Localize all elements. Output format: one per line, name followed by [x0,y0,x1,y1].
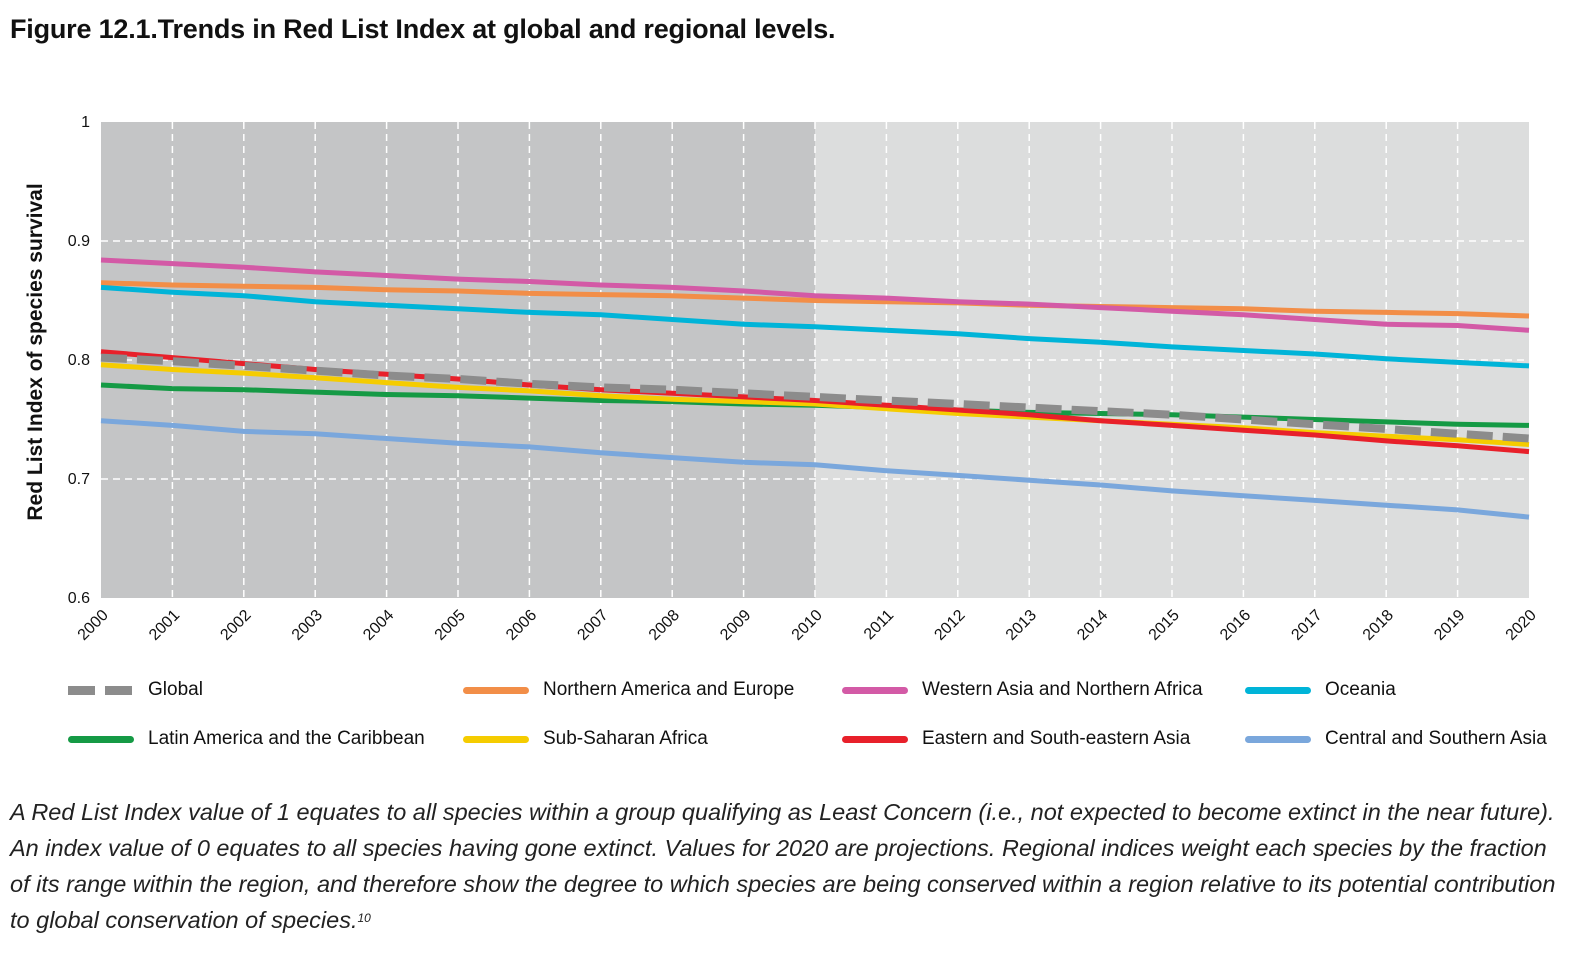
x-tick-label: 2013 [1003,607,1040,644]
x-tick-label: 2003 [289,607,326,644]
x-tick-label: 2007 [574,607,611,644]
legend-swatch-central-southern-asia [1245,735,1311,743]
y-tick-label: 0.9 [68,233,90,250]
legend-label: Oceania [1325,679,1396,700]
legend-item-central-southern-asia: Central and Southern Asia [1245,723,1547,755]
series-line-northern-america-and-europe [100,280,1530,319]
legend-swatch-global [68,685,134,695]
line-chart: 0.60.70.80.91 2000 2001 2002 2003 2004 2005 20… [24,114,1540,644]
x-tick-label: 2010 [789,607,826,644]
x-tick-label: 2015 [1146,607,1183,644]
x-tick-label: 2019 [1431,607,1468,644]
y-tick-label: 0.8 [68,352,90,369]
x-tick-label: 2008 [646,607,683,644]
legend-label: Latin America and the Caribbean [148,728,425,749]
legend-swatch-western-asia-northern-africa [842,686,908,694]
x-tick-label: 2012 [931,607,968,644]
legend-label: Global [148,679,203,700]
legend-item-sub-saharan-africa: Sub-Saharan Africa [463,723,708,755]
x-tick-label: 2006 [503,607,540,644]
legend: Global Northern America and Europe Weste… [0,672,1596,762]
x-tick-label: 2020 [1503,607,1540,644]
y-tick-label: 0.6 [68,590,90,607]
legend-item-eastern-south-eastern-asia: Eastern and South-eastern Asia [842,723,1190,755]
x-tick-label: 2009 [717,607,754,644]
y-axis-label: Red List Index of species survival [24,183,47,520]
legend-item-northern-america-europe: Northern America and Europe [463,674,794,706]
legend-label: Central and Southern Asia [1325,728,1547,749]
legend-swatch-latin-america-caribbean [68,735,134,743]
x-tick-label: 2000 [75,607,112,644]
x-tick-label: 2018 [1360,607,1397,644]
legend-item-latin-america-caribbean: Latin America and the Caribbean [68,723,425,755]
x-tick-label: 2002 [217,607,254,644]
x-tick-label: 2014 [1074,607,1111,644]
x-tick-label: 2005 [432,607,469,644]
y-tick-labels: 0.6 0.7 0.8 0.9 1 [68,114,90,607]
series-line-central-and-southern-asia [100,418,1530,520]
legend-item-global: Global [68,674,203,706]
x-tick-labels: 2000 2001 2002 2003 2004 2005 2006 2007 2008 2009… [75,607,1540,644]
x-tick-label: 2011 [861,607,897,643]
y-tick-label: 0.7 [68,471,90,488]
legend-swatch-sub-saharan-africa [463,735,529,743]
legend-label: Northern America and Europe [543,679,795,700]
series-line-global [100,353,1530,443]
gridlines [101,122,1529,598]
x-tick-label: 2004 [360,607,397,644]
legend-swatch-northern-america-europe [463,686,529,694]
figure-caption: A Red List Index value of 1 equates to a… [10,794,1570,938]
figure-title: Figure 12.1.Trends in Red List Index at … [10,14,836,44]
series-line-oceania [100,284,1530,369]
legend-item-oceania: Oceania [1245,674,1396,706]
series-line-western-asia-and-northern-africa [100,257,1530,333]
legend-swatch-eastern-south-eastern-asia [842,735,908,743]
series-lines [100,257,1530,520]
legend-label: Western Asia and Northern Africa [922,679,1203,700]
legend-item-western-asia-northern-africa: Western Asia and Northern Africa [842,674,1203,706]
y-tick-label: 1 [81,114,90,131]
legend-swatch-oceania [1245,686,1311,694]
legend-label: Eastern and South-eastern Asia [922,728,1191,749]
caption-reference: 10 [357,911,371,925]
x-tick-label: 2017 [1288,607,1325,644]
x-tick-label: 2016 [1217,607,1254,644]
x-tick-label: 2001 [146,607,183,644]
caption-text: A Red List Index value of 1 equates to a… [10,799,1556,933]
legend-label: Sub-Saharan Africa [543,728,708,749]
